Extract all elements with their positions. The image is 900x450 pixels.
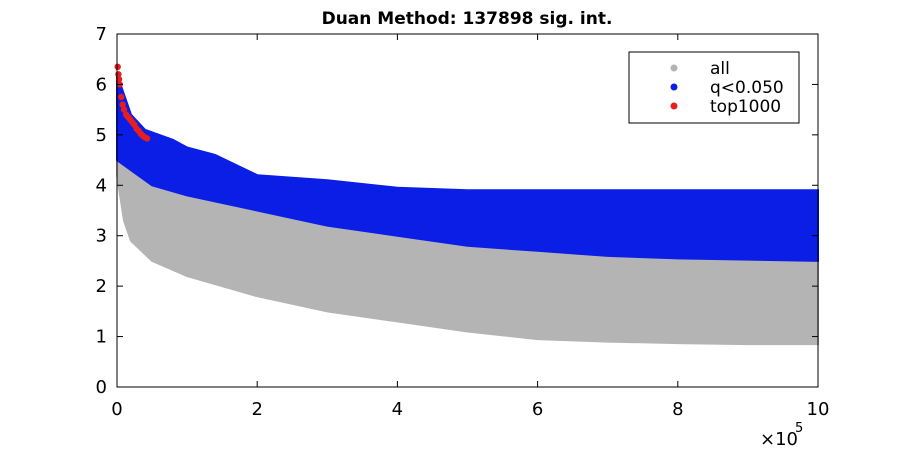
chart-title: Duan Method: 137898 sig. int.	[322, 9, 613, 29]
data-point	[120, 106, 128, 113]
x-tick-label: 4	[392, 399, 403, 420]
y-tick-label: 2	[96, 276, 107, 297]
x-tick-label: 8	[672, 399, 683, 420]
y-tick-label: 5	[96, 125, 107, 146]
y-tick-label: 4	[96, 175, 107, 196]
y-tick-label: 0	[96, 377, 107, 398]
x-multiplier-base: ×10	[760, 429, 798, 450]
x-tick-label: 10	[807, 399, 830, 420]
plot-frame	[116, 33, 819, 388]
x-tick-label: 0	[111, 399, 122, 420]
y-tick-label: 6	[96, 74, 107, 95]
y-tick-label: 3	[96, 226, 107, 247]
y-tick-label: 1	[96, 327, 107, 348]
legend-label: all	[710, 59, 730, 79]
x-tick-label: 2	[251, 399, 262, 420]
legend-label: top1000	[710, 97, 781, 117]
y-tick-label: 7	[96, 24, 107, 45]
data-point	[118, 93, 125, 101]
data-point	[114, 63, 121, 70]
legend-marker	[670, 64, 678, 72]
x-multiplier-exponent: 5	[795, 421, 803, 436]
x-axis: 0 2 4 6 8 10	[111, 34, 829, 420]
data-layer	[114, 63, 819, 346]
data-point	[143, 135, 151, 142]
data-point	[119, 101, 126, 108]
y-axis: 0 1 2 3 4 5 6 7	[96, 24, 818, 398]
legend-box	[628, 51, 800, 124]
legend-label: q<0.050	[710, 78, 784, 98]
x-multiplier: ×10 5	[760, 421, 803, 450]
legend-marker	[670, 83, 678, 91]
legend-marker	[670, 102, 678, 110]
x-tick-label: 6	[532, 399, 543, 420]
